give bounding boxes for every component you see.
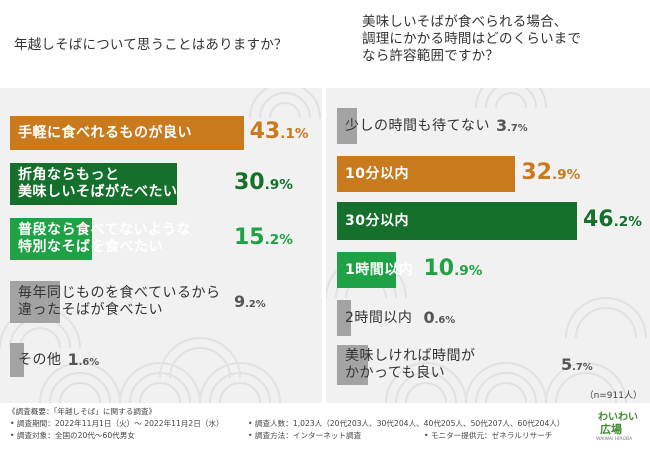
- right-bar-3: [337, 202, 577, 240]
- footer-count: • 調査人数：1,023人（20代203人、30代204人、40代205人、50…: [248, 419, 565, 428]
- waiwai-hiroba-logo: わいわい 広場 WAIWAI HIROBA: [594, 407, 640, 447]
- right-bar-1: [337, 108, 358, 144]
- right-value-label-6: 5.7%: [561, 354, 593, 374]
- right-bar-label-3: 30分以内: [345, 212, 409, 229]
- wave-pattern: [0, 88, 321, 403]
- left-bar-label-1: 手軽に食べれるものが良い: [18, 124, 192, 141]
- logo-text-top: わいわい: [598, 412, 638, 423]
- left-value-label-1: 43.1%: [249, 118, 309, 144]
- right-value-label-4: 10.9%: [423, 255, 483, 281]
- footer-provider: • モニター提供元：ゼネラルリサーチ: [424, 431, 553, 440]
- left-chart-title: 年越しそばについて思うことはありますか？: [14, 37, 288, 53]
- left-bar-label-2: 折角ならもっと 美味しいそばがたべたい: [18, 167, 178, 200]
- left-value-label-3: 15.2%: [234, 224, 293, 250]
- left-bar-5: [10, 343, 24, 377]
- logo-text-bottom: 広場: [600, 423, 622, 436]
- right-bars-area: [326, 88, 650, 403]
- left-value-label-4: 9.2%: [234, 291, 266, 311]
- footer-method: • 調査方法：インターネット調査: [248, 431, 362, 440]
- footer-period: • 調査期間：2022年11月1日（火）～ 2022年11月2日（水）: [10, 419, 224, 428]
- left-bar-2: [10, 163, 178, 205]
- right-bar-label-6: 美味しければ時間が かかっても良い: [345, 348, 476, 381]
- right-bar-4: [337, 252, 397, 288]
- left-value-label-5: 1.6%: [67, 349, 100, 369]
- left-bar-1: [10, 116, 244, 150]
- right-bar-label-2: 10分以内: [345, 165, 409, 182]
- left-bar-4: [10, 281, 60, 323]
- left-bar-label-3: 普段なら食べてないような 特別なそばを食べたい: [18, 222, 192, 255]
- right-value-label-1: 3.7%: [496, 115, 528, 135]
- right-bar-2: [337, 156, 516, 192]
- right-bar-label-4: 1時間以内: [345, 261, 414, 278]
- right-bar-5: [337, 300, 351, 336]
- left-bar-label-5: その他: [18, 351, 62, 368]
- left-chart-panel: 年越しそばについて思うことはありますか？ 手軽に食べれるものが良い 43.1% 折角…: [0, 0, 322, 403]
- right-chart-title: 美味しいそばが食べられる場合、 調理にかかる時間はどのくらいまで なら許容範囲で…: [362, 14, 582, 64]
- footer-title: 《調査概要：「年越しそば」に関する調査》: [8, 407, 157, 416]
- right-value-label-2: 32.9%: [521, 159, 581, 185]
- right-bar-label-5: 2時間以内: [345, 309, 413, 326]
- left-question-box: 年越しそばについて思うことはありますか？: [0, 0, 322, 88]
- left-bar-label-4: 毎年同じものを食べているから 違ったそばが食べたい: [18, 285, 221, 318]
- footer-target: • 調査対象：全国の20代～60代男女: [10, 431, 135, 440]
- left-value-label-2: 30.9%: [234, 169, 293, 195]
- sample-size-note: （n=911人）: [584, 391, 642, 401]
- right-value-label-3: 46.2%: [583, 206, 642, 232]
- right-value-label-5: 0.6%: [423, 307, 456, 327]
- survey-footer: 《調査概要：「年越しそば」に関する調査》 • 調査期間：2022年11月1日（火…: [0, 403, 650, 450]
- right-bar-6: [337, 345, 368, 385]
- logo-subtext: WAIWAI HIROBA: [596, 437, 633, 442]
- right-bar-label-1: 少しの時間も待てない: [345, 117, 490, 134]
- right-question-box: 美味しいそばが食べられる場合、 調理にかかる時間はどのくらいまで なら許容範囲で…: [326, 0, 650, 88]
- left-bar-3: [10, 218, 93, 260]
- right-chart-panel: 美味しいそばが食べられる場合、 調理にかかる時間はどのくらいまで なら許容範囲で…: [326, 0, 650, 403]
